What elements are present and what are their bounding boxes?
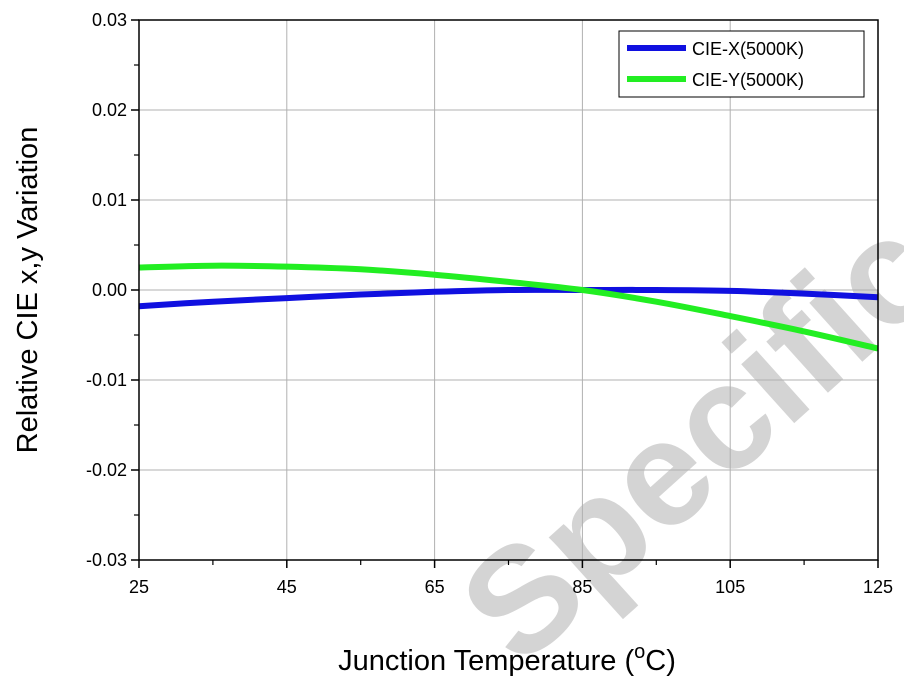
y-tick-label: 0.02 xyxy=(92,100,127,120)
legend-label-cie-y: CIE-Y(5000K) xyxy=(692,70,804,90)
x-axis-title: Junction Temperature (oC) xyxy=(338,641,676,677)
y-axis-title: Relative CIE x,y Variation xyxy=(12,127,44,454)
legend-box xyxy=(618,30,865,98)
x-tick-label: 85 xyxy=(572,577,592,597)
series-line-cie-y xyxy=(138,262,879,352)
legend: CIE-X(5000K) CIE-Y(5000K) xyxy=(618,30,865,98)
legend-label-cie-x: CIE-X(5000K) xyxy=(692,39,804,59)
series-line-cie-x xyxy=(138,286,879,310)
x-tick-label: 25 xyxy=(129,577,149,597)
watermark: Specification xyxy=(429,0,904,682)
y-tick-label: -0.03 xyxy=(86,550,127,570)
tick-labels: 25 45 65 85 105 125 -0.03 -0.02 -0.01 0.00 0.01 0.0… xyxy=(86,10,893,597)
series-lines xyxy=(138,262,879,352)
y-tick-label: -0.02 xyxy=(86,460,127,480)
axis-ticks xyxy=(131,19,879,568)
x-axis-title-main: Junction Temperature ( xyxy=(338,645,634,677)
x-axis-title-sup: o xyxy=(634,641,645,663)
watermark-text: Specification xyxy=(429,0,904,682)
x-tick-label: 125 xyxy=(863,577,893,597)
x-tick-label: 45 xyxy=(277,577,297,597)
y-tick-label: 0.01 xyxy=(92,190,127,210)
x-tick-label: 65 xyxy=(425,577,445,597)
x-axis-title-suffix: C) xyxy=(645,645,676,677)
x-tick-label: 105 xyxy=(715,577,745,597)
y-tick-label: -0.01 xyxy=(86,370,127,390)
y-tick-label: 0.00 xyxy=(92,280,127,300)
y-tick-label: 0.03 xyxy=(92,10,127,30)
